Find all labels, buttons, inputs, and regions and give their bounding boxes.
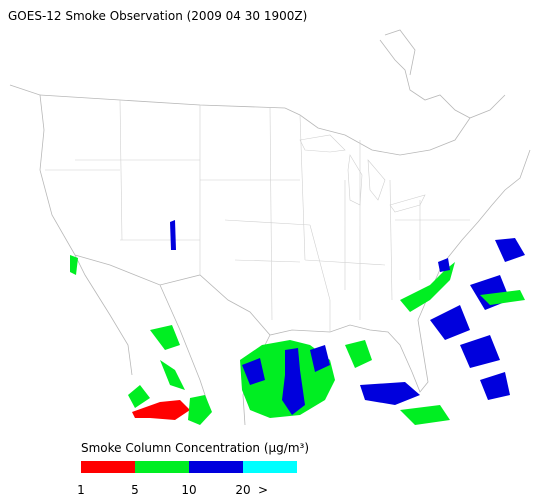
colorbar: 1 5 10 20 > (77, 461, 297, 497)
smoke-plume (360, 382, 420, 405)
state-lines (45, 99, 470, 332)
smoke-plume (430, 305, 470, 340)
smoke-plume (460, 335, 500, 368)
basemap (9, 29, 531, 426)
smoke-plume (188, 395, 212, 425)
legend-title: Smoke Column Concentration (µg/m³) (81, 441, 309, 455)
smoke-plume (242, 358, 265, 385)
smoke-plume (160, 360, 185, 390)
smoke-plume (170, 220, 176, 250)
smoke-plume (70, 255, 78, 275)
smoke-plume (150, 325, 180, 350)
great-lakes (299, 134, 426, 213)
smoke-plume (345, 340, 372, 368)
smoke-plume (128, 385, 150, 408)
smoke-plume (480, 290, 525, 305)
colorbar-tick-label: 10 (181, 483, 196, 497)
colorbar-segment (135, 461, 189, 473)
smoke-plume (495, 238, 525, 262)
smoke-plume (480, 372, 510, 400)
smoke-plume (310, 345, 330, 372)
map-title: GOES-12 Smoke Observation (2009 04 30 19… (8, 9, 307, 23)
smoke-plumes (70, 220, 525, 425)
colorbar-segment (81, 461, 135, 473)
colorbar-segment (189, 461, 243, 473)
colorbar-overflow-label: > (258, 483, 268, 497)
smoke-plume (132, 400, 190, 420)
coastline (9, 84, 531, 426)
canada-coast (379, 29, 471, 119)
colorbar-tick-label: 1 (77, 483, 85, 497)
smoke-plume (438, 258, 450, 272)
colorbar-tick-label: 5 (131, 483, 139, 497)
colorbar-tick-label: 20 (235, 483, 250, 497)
canada-border (39, 94, 506, 156)
smoke-plume (282, 348, 305, 415)
smoke-plume (400, 405, 450, 425)
smoke-plume (400, 262, 455, 312)
colorbar-segment (243, 461, 297, 473)
